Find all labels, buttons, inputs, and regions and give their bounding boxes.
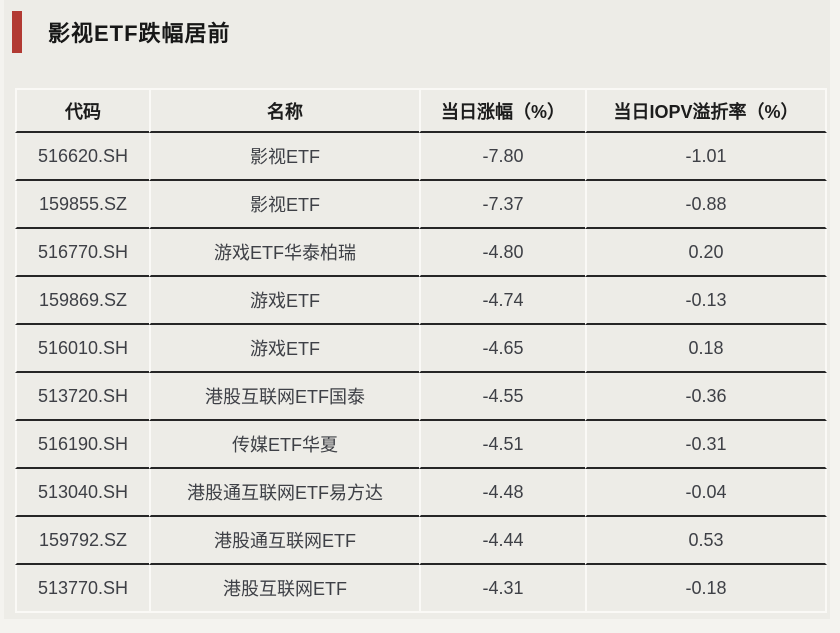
- cell-name: 游戏ETF: [149, 277, 419, 325]
- table-row: 516620.SH 影视ETF -7.80 -1.01: [15, 133, 827, 181]
- table-row: 513040.SH 港股通互联网ETF易方达 -4.48 -0.04: [15, 469, 827, 517]
- cell-change: -7.37: [419, 181, 585, 229]
- cell-code: 516010.SH: [15, 325, 149, 373]
- cell-change: -4.55: [419, 373, 585, 421]
- etf-table: 代码 名称 当日涨幅（%） 当日IOPV溢折率（%） 516620.SH 影视ETF -7…: [15, 88, 827, 613]
- cell-code: 513770.SH: [15, 565, 149, 613]
- cell-name: 影视ETF: [149, 133, 419, 181]
- table-header-row: 代码 名称 当日涨幅（%） 当日IOPV溢折率（%）: [15, 88, 827, 133]
- cell-code: 159792.SZ: [15, 517, 149, 565]
- cell-change: -4.51: [419, 421, 585, 469]
- cell-iopv: -0.31: [585, 421, 827, 469]
- table-row: 159855.SZ 影视ETF -7.37 -0.88: [15, 181, 827, 229]
- cell-name: 游戏ETF: [149, 325, 419, 373]
- cell-iopv: 0.53: [585, 517, 827, 565]
- cell-change: -4.80: [419, 229, 585, 277]
- cell-name: 港股互联网ETF: [149, 565, 419, 613]
- cell-code: 516190.SH: [15, 421, 149, 469]
- table-row: 159792.SZ 港股通互联网ETF -4.44 0.53: [15, 517, 827, 565]
- cell-code: 513040.SH: [15, 469, 149, 517]
- table-row: 516010.SH 游戏ETF -4.65 0.18: [15, 325, 827, 373]
- cell-iopv: 0.20: [585, 229, 827, 277]
- cell-iopv: 0.18: [585, 325, 827, 373]
- cell-code: 516620.SH: [15, 133, 149, 181]
- cell-change: -4.31: [419, 565, 585, 613]
- cell-iopv: -0.36: [585, 373, 827, 421]
- table-row: 516190.SH 传媒ETF华夏 -4.51 -0.31: [15, 421, 827, 469]
- cell-iopv: -1.01: [585, 133, 827, 181]
- column-header-change: 当日涨幅（%）: [419, 88, 585, 133]
- cell-iopv: -0.18: [585, 565, 827, 613]
- cell-name: 传媒ETF华夏: [149, 421, 419, 469]
- cell-name: 游戏ETF华泰柏瑞: [149, 229, 419, 277]
- cell-change: -4.48: [419, 469, 585, 517]
- column-header-iopv: 当日IOPV溢折率（%）: [585, 88, 827, 133]
- cell-name: 港股通互联网ETF: [149, 517, 419, 565]
- table-row: 159869.SZ 游戏ETF -4.74 -0.13: [15, 277, 827, 325]
- cell-change: -4.44: [419, 517, 585, 565]
- cell-code: 159869.SZ: [15, 277, 149, 325]
- cell-code: 516770.SH: [15, 229, 149, 277]
- title-block: 影视ETF跌幅居前: [12, 10, 231, 54]
- cell-code: 513720.SH: [15, 373, 149, 421]
- column-header-name: 名称: [149, 88, 419, 133]
- cell-name: 港股互联网ETF国泰: [149, 373, 419, 421]
- cell-iopv: -0.88: [585, 181, 827, 229]
- cell-name: 港股通互联网ETF易方达: [149, 469, 419, 517]
- cell-change: -4.74: [419, 277, 585, 325]
- column-header-code: 代码: [15, 88, 149, 133]
- cell-iopv: -0.04: [585, 469, 827, 517]
- cell-change: -4.65: [419, 325, 585, 373]
- table-row: 516770.SH 游戏ETF华泰柏瑞 -4.80 0.20: [15, 229, 827, 277]
- table-row: 513720.SH 港股互联网ETF国泰 -4.55 -0.36: [15, 373, 827, 421]
- table-row: 513770.SH 港股互联网ETF -4.31 -0.18: [15, 565, 827, 613]
- cell-iopv: -0.13: [585, 277, 827, 325]
- cell-change: -7.80: [419, 133, 585, 181]
- title-accent-bar: [12, 11, 22, 53]
- cell-name: 影视ETF: [149, 181, 419, 229]
- cell-code: 159855.SZ: [15, 181, 149, 229]
- page-title: 影视ETF跌幅居前: [48, 21, 231, 46]
